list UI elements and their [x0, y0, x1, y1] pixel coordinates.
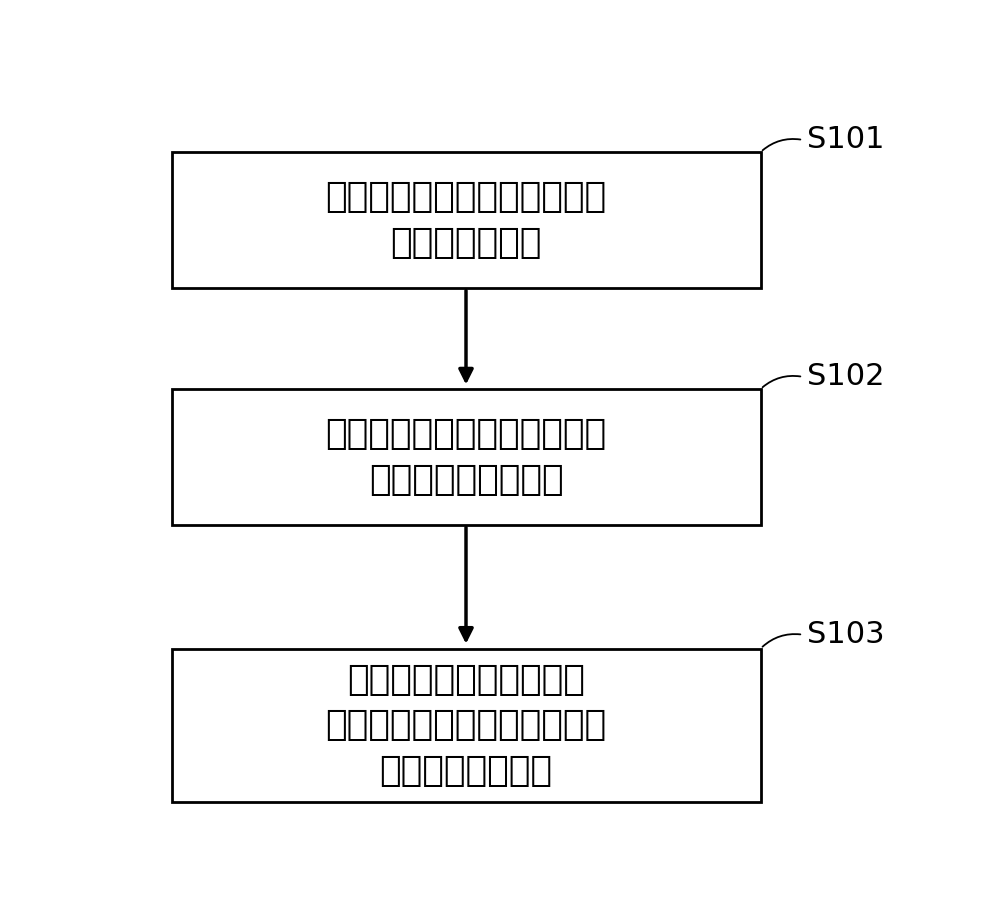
Text: 规则前件为两个输入变量，规: 规则前件为两个输入变量，规: [325, 709, 607, 742]
Bar: [172, 649, 761, 802]
Text: S102: S102: [807, 362, 885, 391]
Bar: [172, 152, 761, 288]
Text: S103: S103: [807, 620, 885, 649]
Text: 参数进行模糊化处理: 参数进行模糊化处理: [369, 462, 563, 497]
Text: 则后件为输出变量: 则后件为输出变量: [380, 754, 552, 787]
Text: 定义模糊逻辑控制器中的输入: 定义模糊逻辑控制器中的输入: [325, 180, 607, 214]
Bar: [172, 389, 761, 525]
Text: 对所述模糊逻辑控制器的模型: 对所述模糊逻辑控制器的模型: [325, 417, 607, 452]
Text: S101: S101: [807, 126, 885, 155]
Text: 变量和输出变量: 变量和输出变量: [390, 225, 542, 260]
Text: 定义模糊控制规则；其中: 定义模糊控制规则；其中: [347, 663, 585, 697]
